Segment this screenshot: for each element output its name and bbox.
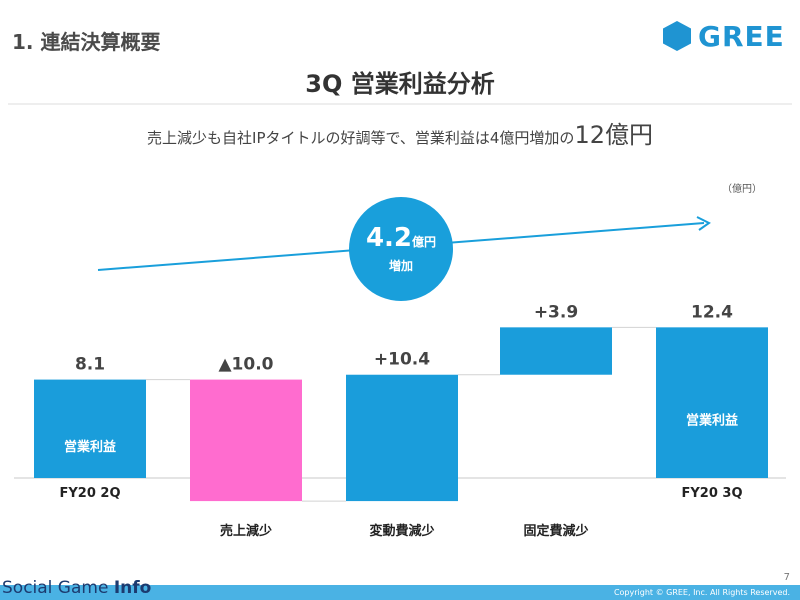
footer-bar xyxy=(0,585,800,600)
unit-note: （億円） xyxy=(722,184,762,195)
trend-arrow-head-icon xyxy=(696,216,711,231)
bar xyxy=(190,379,302,502)
bar-value-label: 8.1 xyxy=(75,355,105,375)
copyright-text: Copyright © GREE, Inc. All Rights Reserv… xyxy=(613,588,790,597)
category-label: 売上減少 xyxy=(220,523,272,539)
bar xyxy=(34,379,146,478)
watermark: Social Game Info xyxy=(2,578,151,598)
category-label: 変動費減少 xyxy=(369,523,434,539)
category-label: 固定費減少 xyxy=(523,523,588,539)
category-label: FY20 2Q xyxy=(59,486,120,501)
badge-label: 増加 xyxy=(388,258,413,273)
slide-title: 3Q 営業利益分析 xyxy=(305,70,495,98)
subtitle-emphasis: 12億円 xyxy=(574,121,653,149)
bar-value-label: +3.9 xyxy=(534,302,578,322)
watermark-text-b: Info xyxy=(113,578,152,598)
bar xyxy=(500,327,612,375)
logo-text: GREE xyxy=(698,19,785,53)
page-number: 7 xyxy=(783,572,790,583)
bar-inner-label: 営業利益 xyxy=(64,439,116,455)
bar xyxy=(346,374,458,502)
increase-badge: 4.2億円 増加 xyxy=(349,197,453,301)
badge-value-line: 4.2億円 xyxy=(366,225,436,251)
badge-value: 4.2 xyxy=(365,222,413,253)
bar-value-label: +10.4 xyxy=(374,350,430,370)
title-divider xyxy=(8,103,792,105)
bar-value-label: ▲10.0 xyxy=(218,355,273,375)
bar-inner-label: 営業利益 xyxy=(686,413,738,429)
subtitle-text: 売上減少も自社IPタイトルの好調等で、営業利益は4億円増加の xyxy=(147,129,575,147)
slide-subtitle: 売上減少も自社IPタイトルの好調等で、営業利益は4億円増加の12億円 xyxy=(0,115,800,150)
watermark-text-a: Social Game xyxy=(2,578,114,598)
section-title: 1. 連結決算概要 xyxy=(12,30,161,54)
badge-unit: 億円 xyxy=(412,234,437,249)
hexagon-logo-icon xyxy=(663,21,691,51)
category-label: FY20 3Q xyxy=(681,486,742,501)
gree-logo: GREE xyxy=(662,19,785,53)
bar xyxy=(656,327,768,478)
bar-value-label: 12.4 xyxy=(691,302,733,322)
